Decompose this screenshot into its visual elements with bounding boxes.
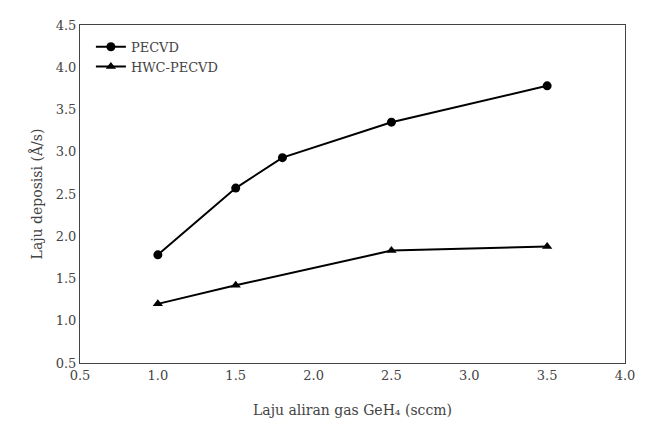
svg-text:2.0: 2.0: [56, 229, 77, 244]
svg-text:3.5: 3.5: [537, 368, 558, 383]
svg-text:4.5: 4.5: [56, 18, 77, 33]
svg-text:2.5: 2.5: [381, 368, 402, 383]
svg-text:3.0: 3.0: [56, 144, 77, 159]
svg-text:0.5: 0.5: [56, 356, 77, 371]
svg-text:3.0: 3.0: [459, 368, 480, 383]
svg-text:HWC-PECVD: HWC-PECVD: [131, 60, 218, 75]
svg-text:1.0: 1.0: [56, 313, 77, 328]
svg-text:PECVD: PECVD: [131, 40, 179, 55]
svg-text:3.5: 3.5: [56, 102, 77, 117]
svg-text:1.5: 1.5: [225, 368, 246, 383]
svg-text:0.5: 0.5: [70, 368, 91, 383]
svg-text:2.5: 2.5: [56, 187, 77, 202]
svg-text:4.0: 4.0: [56, 60, 77, 75]
svg-text:1.5: 1.5: [56, 271, 77, 286]
svg-text:2.0: 2.0: [303, 368, 324, 383]
svg-text:Laju deposisi (Å/s): Laju deposisi (Å/s): [28, 129, 45, 260]
svg-text:4.0: 4.0: [615, 368, 636, 383]
svg-text:Laju aliran gas GeH₄ (sccm): Laju aliran gas GeH₄ (sccm): [253, 402, 452, 418]
svg-text:1.0: 1.0: [148, 368, 169, 383]
